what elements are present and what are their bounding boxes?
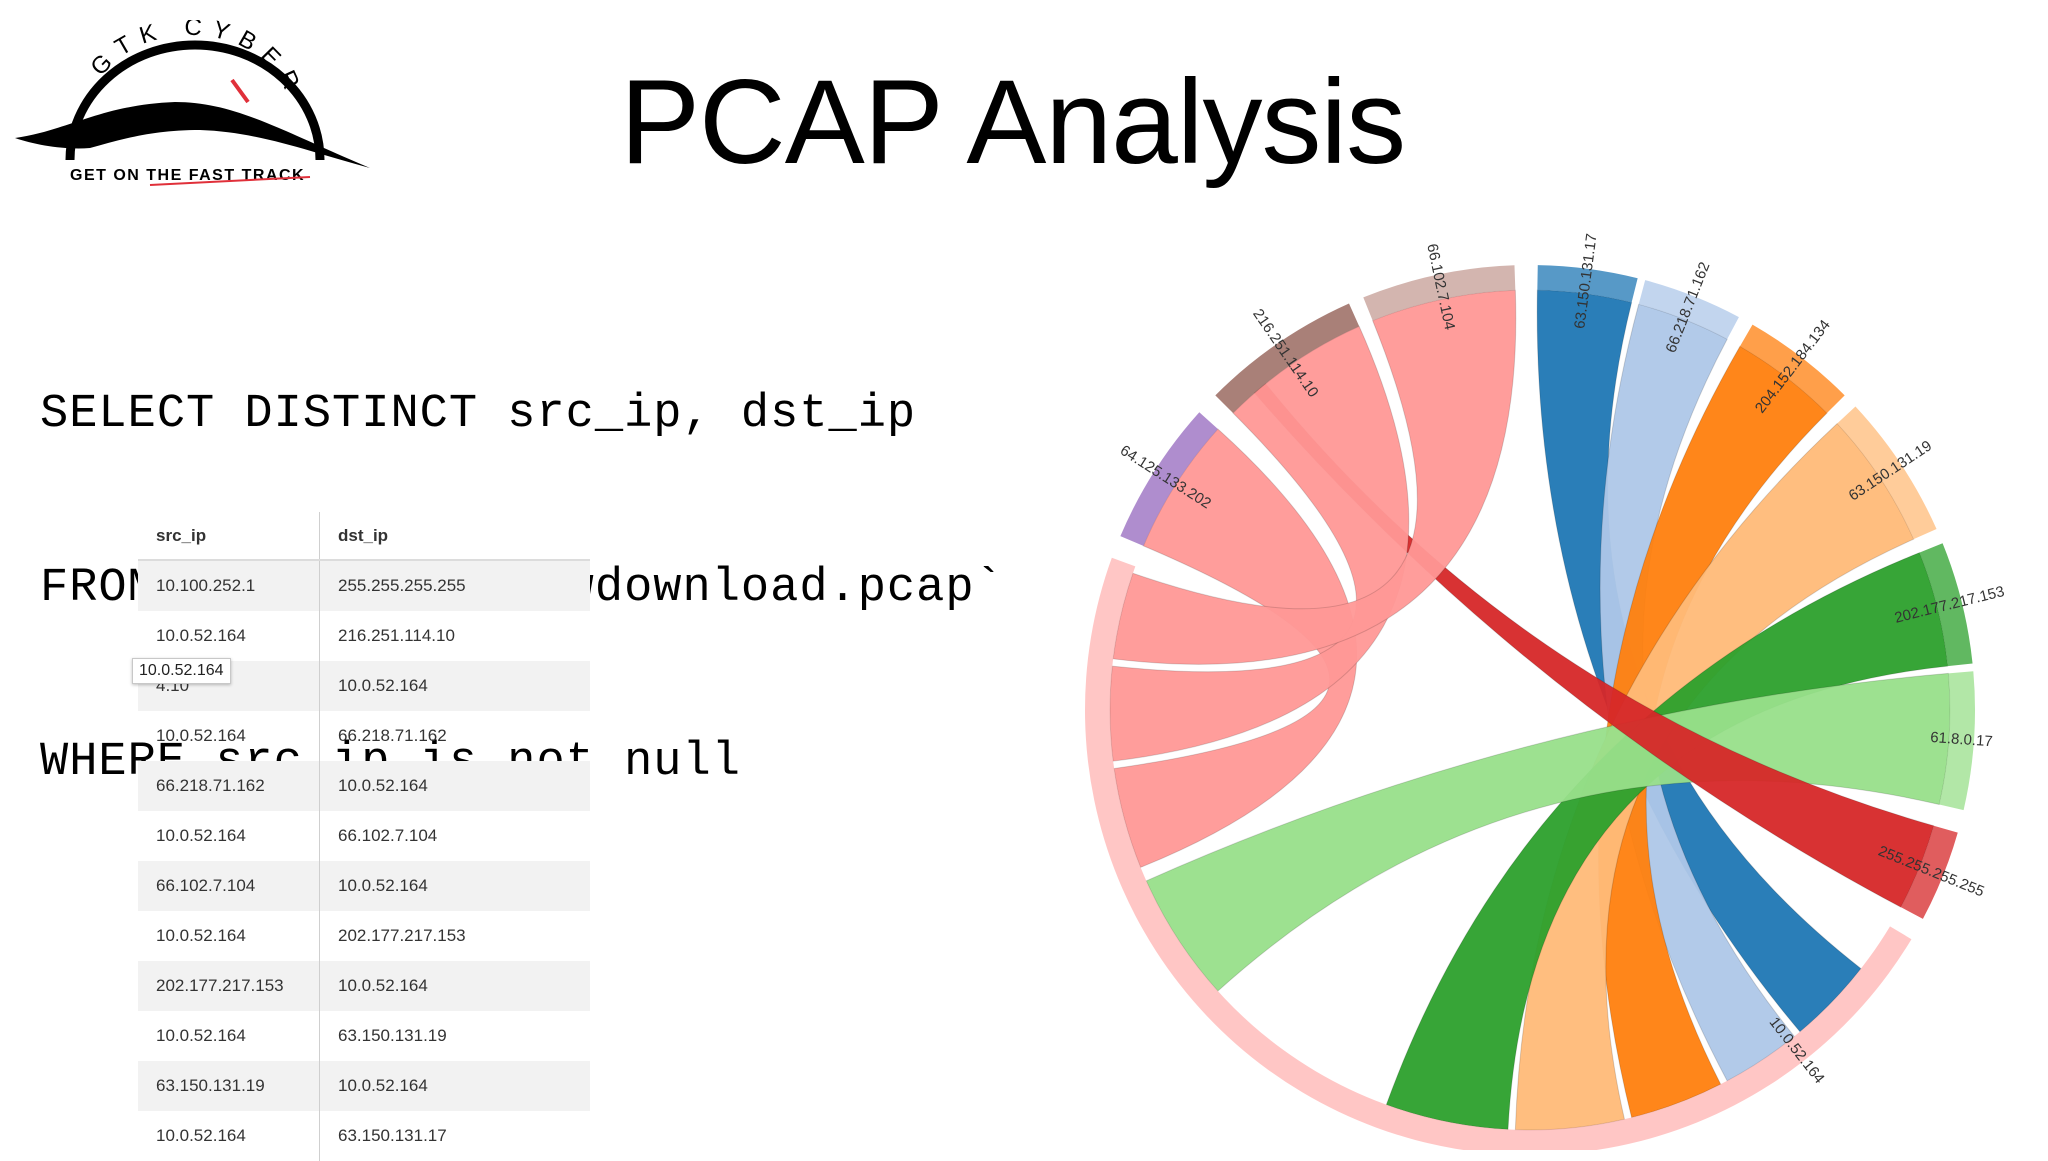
result-table: src_ip dst_ip 10.100.252.1 255.255.255.25… <box>138 512 590 1161</box>
cell-src-ip: 10.0.52.164 <box>138 1111 320 1161</box>
cell-src-ip: 66.102.7.104 <box>138 861 320 911</box>
table-row[interactable]: 10.0.52.164 66.218.71.162 <box>138 711 590 761</box>
cell-src-ip: 10.100.252.1 <box>138 560 320 611</box>
cell-dst-ip: 216.251.114.10 <box>338 626 455 645</box>
cell-dst-ip: 10.0.52.164 <box>319 961 590 1011</box>
table-row[interactable]: 10.0.52.164 66.102.7.104 <box>138 811 590 861</box>
chord-group-arc[interactable] <box>1363 265 1516 321</box>
table-row[interactable]: 63.150.131.19 10.0.52.164 <box>138 1061 590 1111</box>
logo-tagline: GET ON THE FAST TRACK <box>70 167 305 184</box>
cell-dst-ip: 10.0.52.164 <box>319 661 590 711</box>
table-row[interactable]: 10.0.52.164 63.150.131.17 <box>138 1111 590 1161</box>
table-row[interactable]: 10.0.52.164 63.150.131.19 <box>138 1011 590 1061</box>
chord-group-arc[interactable] <box>1919 543 1973 667</box>
cell-src-ip: 10.0.52.164 <box>138 911 320 961</box>
cell-src-ip: 10.0.52.164 <box>138 711 320 761</box>
logo-brand-text: GTK CYBER <box>85 20 308 102</box>
column-header-dst-ip: dst_ip <box>319 512 590 561</box>
chord-ribbon[interactable] <box>1598 345 1828 1119</box>
cell-src-ip: 10.0.52.164 <box>138 611 320 661</box>
table-row[interactable]: 202.177.217.153 10.0.52.164 <box>138 961 590 1011</box>
cell-src-ip: 63.150.131.19 <box>138 1061 320 1111</box>
chord-group-arc[interactable] <box>1215 303 1360 414</box>
cell-dst-ip: 10.0.52.164 <box>319 861 590 911</box>
chord-group-arc[interactable] <box>1740 324 1845 414</box>
logo-arc-icon <box>65 40 325 161</box>
cell-src-ip: 202.177.217.153 <box>138 961 320 1011</box>
page-title: PCAP Analysis <box>620 55 1406 189</box>
table-row[interactable]: 66.102.7.104 10.0.52.164 <box>138 861 590 911</box>
cell-tooltip: 10.0.52.164 <box>132 658 231 684</box>
chord-ribbon[interactable] <box>1112 289 1517 665</box>
table-row[interactable]: 10.0.52.164 216.251.114.10 <box>138 611 590 661</box>
chord-ribbon[interactable] <box>1113 428 1358 868</box>
cell-dst-ip: 66.218.71.162 <box>338 726 447 745</box>
gtk-cyber-logo: GTK CYBER GET ON THE FAST TRACK <box>15 20 370 186</box>
table-body: 10.100.252.1 255.255.255.255 10.0.52.164 21… <box>138 560 590 1161</box>
cell-dst-ip: 66.102.7.104 <box>338 826 438 845</box>
chord-group-arc[interactable] <box>1638 280 1739 340</box>
cell-src-ip: 10.0.52.164 <box>138 1011 320 1061</box>
cell-dst-ip: 202.177.217.153 <box>338 926 466 945</box>
cell-src-ip: 10.0.52.164 <box>138 811 320 861</box>
cell-src-ip: 66.218.71.162 <box>138 761 320 811</box>
column-header-src-ip: src_ip <box>138 512 320 561</box>
chord-group-arc[interactable] <box>1537 265 1638 303</box>
chord-diagram: 63.150.131.17 66.218.71.162204.152.184.13… <box>1085 232 2006 1150</box>
table-header-row: src_ip dst_ip <box>138 512 590 561</box>
query-line: SELECT DISTINCT src_ip, dst_ip <box>40 388 917 441</box>
logo-needle-icon <box>230 78 250 104</box>
cell-dst-ip: 10.0.52.164 <box>319 761 590 811</box>
table-row[interactable]: 10.100.252.1 255.255.255.255 <box>138 560 590 611</box>
table-row[interactable]: 66.218.71.162 10.0.52.164 <box>138 761 590 811</box>
chord-ribbon[interactable] <box>1109 325 1410 762</box>
chord-group-arc[interactable] <box>1120 412 1218 546</box>
cell-dst-ip: 10.0.52.164 <box>319 1061 590 1111</box>
logo-underline-icon <box>149 176 311 186</box>
cell-dst-ip: 63.150.131.19 <box>338 1026 447 1045</box>
cell-dst-ip: 63.150.131.17 <box>338 1126 447 1145</box>
table-row[interactable]: 10.0.52.164 202.177.217.153 <box>138 911 590 961</box>
chord-group-label: 61.8.0.17 <box>1930 729 1994 750</box>
chord-group-arc[interactable] <box>1837 406 1937 540</box>
logo-car-icon <box>15 102 370 168</box>
chord-group-arc[interactable] <box>1939 671 1975 811</box>
cell-dst-ip: 255.255.255.255 <box>319 560 590 611</box>
chord-group-arc[interactable] <box>1900 825 1958 919</box>
